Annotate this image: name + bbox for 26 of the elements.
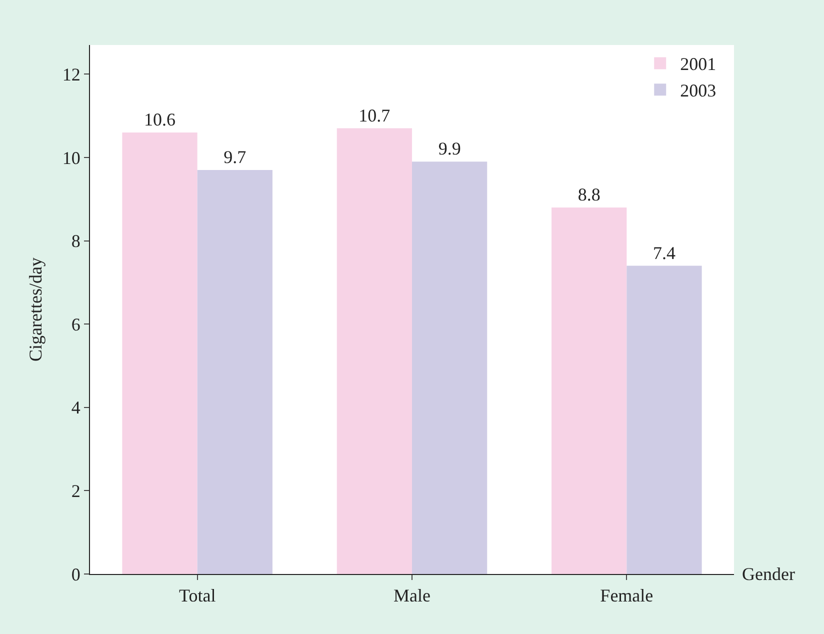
- bar: [122, 132, 198, 574]
- x-tick-label: Total: [178, 586, 216, 606]
- x-tick-label: Female: [600, 586, 654, 606]
- legend-label: 2003: [680, 80, 716, 101]
- y-tick-label: 0: [71, 564, 80, 584]
- y-tick-label: 4: [71, 398, 80, 418]
- bar: [197, 170, 272, 574]
- y-axis-title: Cigarettes/day: [26, 258, 46, 362]
- y-tick-label: 10: [62, 148, 80, 168]
- data-label: 10.7: [358, 105, 390, 126]
- x-axis-title: Gender: [742, 564, 795, 584]
- y-tick-label: 8: [71, 231, 80, 252]
- bar: [626, 266, 702, 574]
- bar: [412, 162, 488, 574]
- data-label: 8.8: [578, 184, 600, 204]
- x-tick-label: Male: [394, 586, 431, 606]
- y-tick-label: 12: [62, 64, 80, 84]
- data-label: 7.4: [652, 242, 676, 263]
- data-label: 9.9: [438, 138, 461, 159]
- legend-label: 2001: [680, 54, 716, 74]
- data-label: 10.6: [144, 109, 176, 130]
- bar: [552, 207, 627, 574]
- data-label: 9.7: [224, 146, 246, 167]
- y-tick-label: 6: [71, 314, 80, 334]
- bar: [336, 128, 412, 574]
- y-tick-label: 2: [71, 480, 80, 501]
